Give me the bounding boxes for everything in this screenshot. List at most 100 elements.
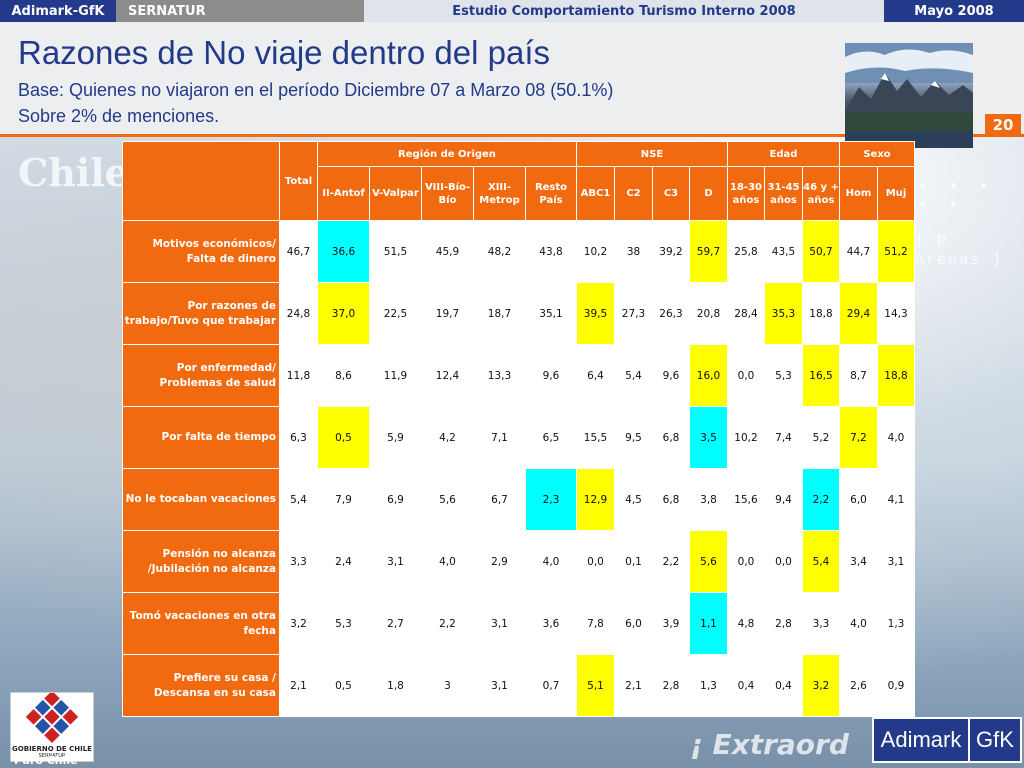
table-cell: 11,8 <box>279 344 318 407</box>
table-cell: 11,9 <box>369 344 422 407</box>
background-dots: • • • • • <box>918 176 997 214</box>
table-cell: 28,4 <box>727 282 765 345</box>
table-cell: 3,2 <box>279 592 318 655</box>
row-label: Prefiere su casa / Descansa en su casa <box>122 654 280 717</box>
table-cell: 48,2 <box>473 220 526 283</box>
table-cell: 6,9 <box>369 468 422 531</box>
table-cell: 4,5 <box>614 468 653 531</box>
table-cell: 2,2 <box>652 530 690 593</box>
data-table: Total Región de Origen NSE Edad Sexo II-Antof… <box>122 141 915 717</box>
gob-label: GOBIERNO DE CHILE <box>12 745 92 753</box>
slide-note: Sobre 2% de menciones. <box>18 106 220 126</box>
row-label: Por razones de trabajo/Tuvo que trabajar <box>122 282 280 345</box>
table-cell: 3,4 <box>839 530 878 593</box>
table-cell: 6,4 <box>576 344 615 407</box>
row-label: Por enfermedad/ Problemas de salud <box>122 344 280 407</box>
col-header: 46 y + años <box>802 166 840 221</box>
col-header: 31-45 años <box>764 166 803 221</box>
background-arenas-text: [ P Arenas ] <box>915 232 1004 268</box>
table-cell: 0,0 <box>727 344 765 407</box>
col-header: II-Antof <box>317 166 370 221</box>
table-cell: 35,1 <box>525 282 577 345</box>
table-cell: 43,5 <box>764 220 803 283</box>
table-cell: 5,1 <box>576 654 615 717</box>
table-cell: 2,9 <box>473 530 526 593</box>
table-cell: 5,6 <box>689 530 728 593</box>
table-cell: 4,1 <box>877 468 915 531</box>
header-row-columns: II-Antof V-Valpar VIII-Bío-Bío XIII-Metrop R… <box>123 166 915 221</box>
table-cell: 16,0 <box>689 344 728 407</box>
table-cell: 15,5 <box>576 406 615 469</box>
table-cell: 1,3 <box>877 592 915 655</box>
table-cell: 6,8 <box>652 468 690 531</box>
table-cell: 4,0 <box>839 592 878 655</box>
table-cell: 13,3 <box>473 344 526 407</box>
sernatur-label: SERNATUR <box>38 753 66 759</box>
table-cell: 3,3 <box>802 592 840 655</box>
table-cell: 2,7 <box>369 592 422 655</box>
group-header: Sexo <box>839 141 915 167</box>
adimark-gfk-logo: Adimark GfK <box>872 717 1022 763</box>
table-row: Tomó vacaciones en otra fecha 3,2 5,3 2,7 2,… <box>122 592 915 655</box>
table-cell: 3,1 <box>473 592 526 655</box>
group-header: Región de Origen <box>317 141 577 167</box>
table-cell: 3,8 <box>689 468 728 531</box>
table-cell: 4,2 <box>421 406 474 469</box>
table-cell: 7,4 <box>764 406 803 469</box>
table-cell: 5,6 <box>421 468 474 531</box>
table-cell: 3,6 <box>525 592 577 655</box>
header-bar: Adimark-GfK SERNATUR Estudio Comportamie… <box>0 0 1024 22</box>
header-company: Adimark-GfK <box>0 0 116 22</box>
table-cell: 19,7 <box>421 282 474 345</box>
table-cell: 5,9 <box>369 406 422 469</box>
table-cell: 8,7 <box>839 344 878 407</box>
mountain-photo <box>845 43 973 148</box>
col-header: C2 <box>614 166 653 221</box>
table-row: Motivos económicos/ Falta de dinero 46,7 3… <box>122 220 915 283</box>
table-cell: 45,9 <box>421 220 474 283</box>
table-row: Pensión no alcanza /Jubilación no alcanz… <box>122 530 915 593</box>
table-cell: 3 <box>421 654 474 717</box>
table-cell: 6,0 <box>614 592 653 655</box>
group-header: NSE <box>576 141 728 167</box>
table-cell: 36,6 <box>317 220 370 283</box>
table-row: Por enfermedad/ Problemas de salud 11,8 8,… <box>122 344 915 407</box>
table-cell: 5,4 <box>279 468 318 531</box>
row-label: Por falta de tiempo <box>122 406 280 469</box>
table-cell: 4,0 <box>421 530 474 593</box>
col-header: Hom <box>839 166 878 221</box>
table-cell: 3,1 <box>369 530 422 593</box>
table-cell: 9,5 <box>614 406 653 469</box>
table-cell: 3,3 <box>279 530 318 593</box>
table-cell: 18,8 <box>802 282 840 345</box>
header-study: Estudio Comportamiento Turismo Interno 2… <box>364 0 884 22</box>
col-header: ABC1 <box>576 166 615 221</box>
table-cell: 2,2 <box>421 592 474 655</box>
header-row-groups: Total Región de Origen NSE Edad Sexo <box>122 141 915 221</box>
table-row: Por razones de trabajo/Tuvo que trabajar… <box>122 282 915 345</box>
table-cell: 9,6 <box>525 344 577 407</box>
table-cell: 35,3 <box>764 282 803 345</box>
table-cell: 18,7 <box>473 282 526 345</box>
row-label: No le tocaban vacaciones <box>122 468 280 531</box>
table-cell: 24,8 <box>279 282 318 345</box>
table-cell: 0,0 <box>727 530 765 593</box>
table-cell: 3,2 <box>802 654 840 717</box>
table-cell: 18,8 <box>877 344 915 407</box>
table-cell: 22,5 <box>369 282 422 345</box>
row-label: Tomó vacaciones en otra fecha <box>122 592 280 655</box>
col-header: C3 <box>652 166 690 221</box>
header-date: Mayo 2008 <box>884 0 1024 22</box>
table-cell: 29,4 <box>839 282 878 345</box>
table-cell: 6,3 <box>279 406 318 469</box>
table-cell: 37,0 <box>317 282 370 345</box>
col-header: Resto País <box>525 166 577 221</box>
table-row: Por falta de tiempo 6,3 0,5 5,9 4,2 7,1 6,5 15,… <box>122 406 915 469</box>
adimark-logo-text: Adimark <box>872 717 970 763</box>
table-cell: 50,7 <box>802 220 840 283</box>
table-cell: 39,2 <box>652 220 690 283</box>
table-cell: 5,2 <box>802 406 840 469</box>
table-cell: 51,5 <box>369 220 422 283</box>
table-cell: 0,0 <box>764 530 803 593</box>
table-cell: 0,4 <box>727 654 765 717</box>
